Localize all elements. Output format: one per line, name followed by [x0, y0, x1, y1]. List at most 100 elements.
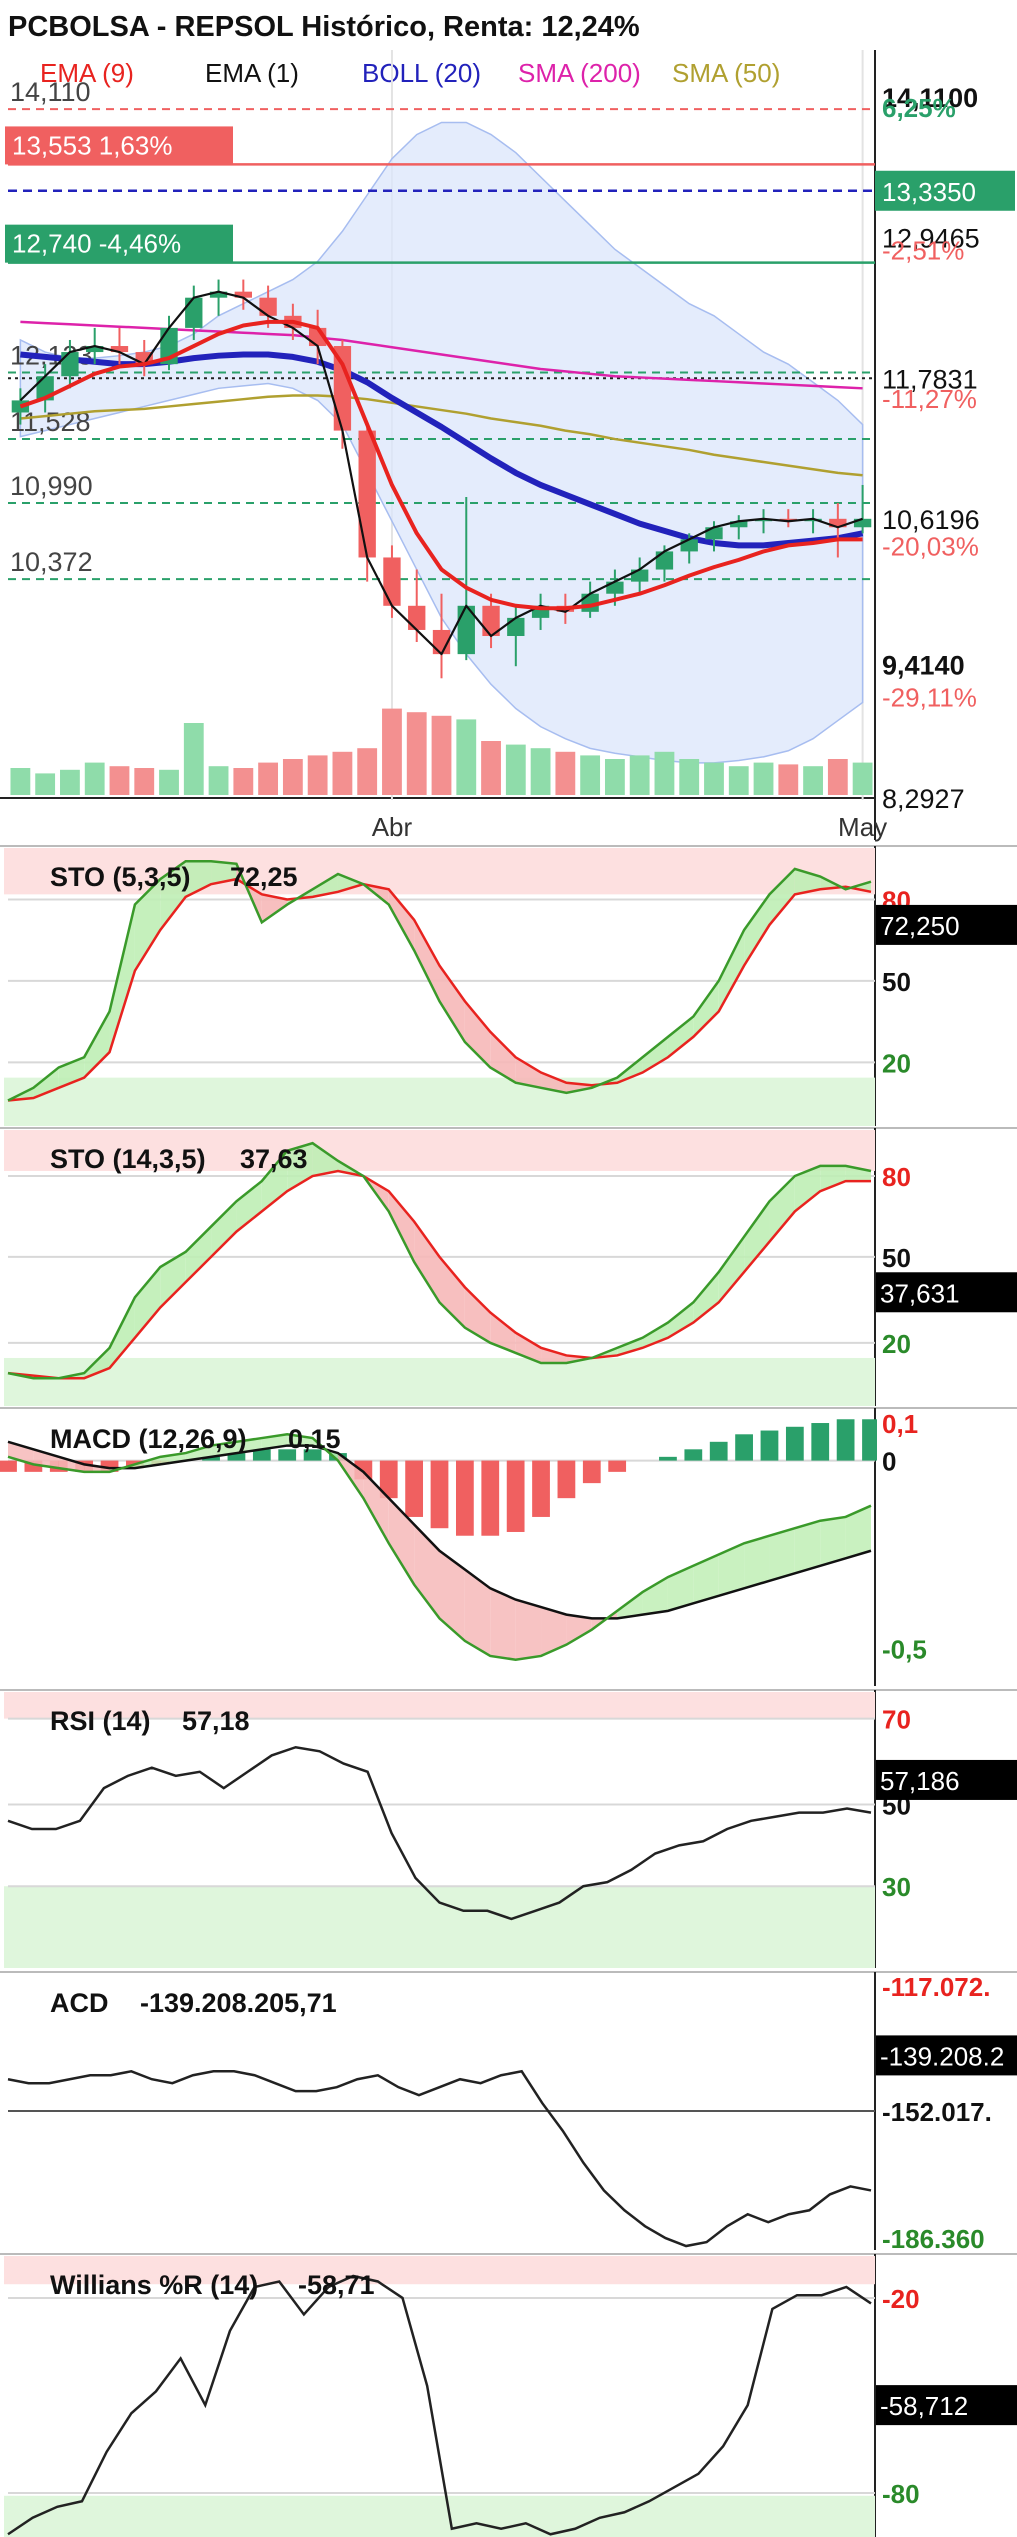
- panel-axis-bg: [877, 1410, 1017, 1686]
- indicator-value-badge: [876, 2385, 1017, 2426]
- indicator-tick: 0: [882, 1447, 896, 1477]
- time-tick: May: [838, 812, 887, 842]
- volume-bar: [753, 762, 774, 795]
- candle-body: [333, 346, 352, 431]
- sto-fill: [439, 1256, 465, 1328]
- level-label: 10,990: [10, 471, 93, 501]
- candle-body: [110, 346, 129, 353]
- overbought-zone: [4, 1692, 875, 1719]
- volume-bar: [827, 759, 848, 795]
- legend-item: BOLL (20): [362, 58, 481, 88]
- panel-axis-bg: [877, 1692, 1017, 1968]
- macd-histogram-bar: [278, 1449, 297, 1461]
- sto-fill: [515, 1057, 542, 1088]
- sto-fill: [490, 1312, 516, 1353]
- candle-body: [730, 521, 748, 528]
- candle-body: [185, 297, 203, 328]
- macd-histogram-bar: [506, 1460, 525, 1532]
- indicator-value: 57,18: [182, 1706, 250, 1736]
- volume-bar: [332, 751, 353, 795]
- sto-fill: [642, 1322, 668, 1348]
- time-tick: Abr: [372, 812, 413, 842]
- price-tick: 11,7831: [882, 364, 978, 394]
- volume-bar: [654, 751, 675, 795]
- sto-fill: [693, 1272, 719, 1323]
- sto-fill: [820, 1165, 846, 1192]
- macd-histogram-bar: [455, 1460, 474, 1536]
- rsi-line: [7, 1745, 872, 1921]
- sto-d-line: [7, 877, 872, 1102]
- candle-body: [655, 551, 674, 570]
- volume-bar: [233, 768, 254, 795]
- indicator-tick: 20: [882, 1048, 911, 1078]
- candle-body: [86, 346, 104, 353]
- candle-body: [804, 518, 822, 522]
- sto-d-line: [7, 1169, 871, 1380]
- macd-histogram-bar: [24, 1460, 43, 1472]
- candle-body: [482, 605, 500, 637]
- candle-body: [457, 605, 475, 655]
- macd-histogram-bar: [202, 1456, 220, 1461]
- volume-bar: [159, 769, 179, 795]
- volume-bar: [60, 769, 80, 795]
- current-price-box: [875, 170, 1015, 211]
- macd-histogram-bar: [0, 1460, 17, 1472]
- sto-fill: [261, 894, 288, 923]
- overbought-zone: [4, 848, 875, 895]
- sto-fill: [211, 1201, 237, 1257]
- price-tick: 8,2927: [882, 784, 965, 814]
- macd-fill: [464, 1569, 491, 1656]
- price-tick: 10,6196: [882, 505, 980, 535]
- volume-bar: [778, 764, 799, 795]
- sto-fill: [185, 861, 212, 897]
- volume-bar: [481, 741, 501, 795]
- indicator-tick: -186.360: [882, 2224, 985, 2254]
- indicator-tick: 70: [882, 1705, 911, 1735]
- volume-bar: [728, 766, 749, 795]
- indicator-tick: 50: [882, 967, 911, 997]
- macd-histogram-bar: [836, 1419, 855, 1461]
- volume-bar: [84, 762, 105, 795]
- indicator-title: MACD (12,26,9): [50, 1424, 247, 1454]
- volume-bar: [134, 768, 155, 795]
- price-pct-label: -11,27%: [882, 384, 977, 414]
- volume-bar: [803, 766, 823, 795]
- sto-fill: [414, 1221, 440, 1303]
- indicator-title: STO (14,3,5): [50, 1144, 206, 1174]
- macd-histogram-bar: [252, 1449, 271, 1461]
- sto-fill: [388, 1191, 415, 1262]
- sto-fill: [185, 1226, 212, 1283]
- oversold-zone: [4, 1886, 875, 1968]
- sto-fill: [337, 874, 364, 892]
- indicator-tick: -117.072.: [882, 1972, 990, 2002]
- sto-fill: [388, 889, 415, 951]
- indicator-value: 37,63: [240, 1144, 308, 1174]
- ema9-line: [19, 319, 863, 611]
- volume-bar: [679, 759, 700, 795]
- candle-body: [358, 430, 376, 558]
- sto-fill: [261, 1150, 288, 1212]
- indicator-value-badge-label: 37,631: [880, 1278, 960, 1308]
- macd-histogram-bar: [684, 1449, 703, 1461]
- candle-body: [779, 518, 797, 522]
- volume-bar: [406, 712, 427, 795]
- sto-fill: [769, 868, 795, 925]
- macd-histogram-bar: [811, 1423, 830, 1461]
- macd-histogram-bar: [557, 1460, 576, 1499]
- legend-item: SMA (50): [672, 58, 780, 88]
- sto-fill: [109, 1297, 135, 1369]
- macd-fill: [642, 1577, 668, 1615]
- indicator-value: -58,71: [298, 2270, 375, 2300]
- macd-histogram-bar: [760, 1430, 779, 1461]
- candle-body: [829, 518, 847, 528]
- volume-bar: [704, 762, 724, 795]
- volume-bar: [357, 748, 378, 795]
- volume-bar: [35, 773, 56, 795]
- indicator-title: ACD: [50, 1988, 109, 2018]
- macd-histogram-bar: [430, 1460, 449, 1529]
- sto-fill: [211, 861, 237, 885]
- macd-histogram-bar: [303, 1449, 322, 1461]
- volume-bar: [431, 715, 452, 795]
- macd-histogram-bar: [582, 1460, 601, 1484]
- volume-bar: [109, 766, 130, 795]
